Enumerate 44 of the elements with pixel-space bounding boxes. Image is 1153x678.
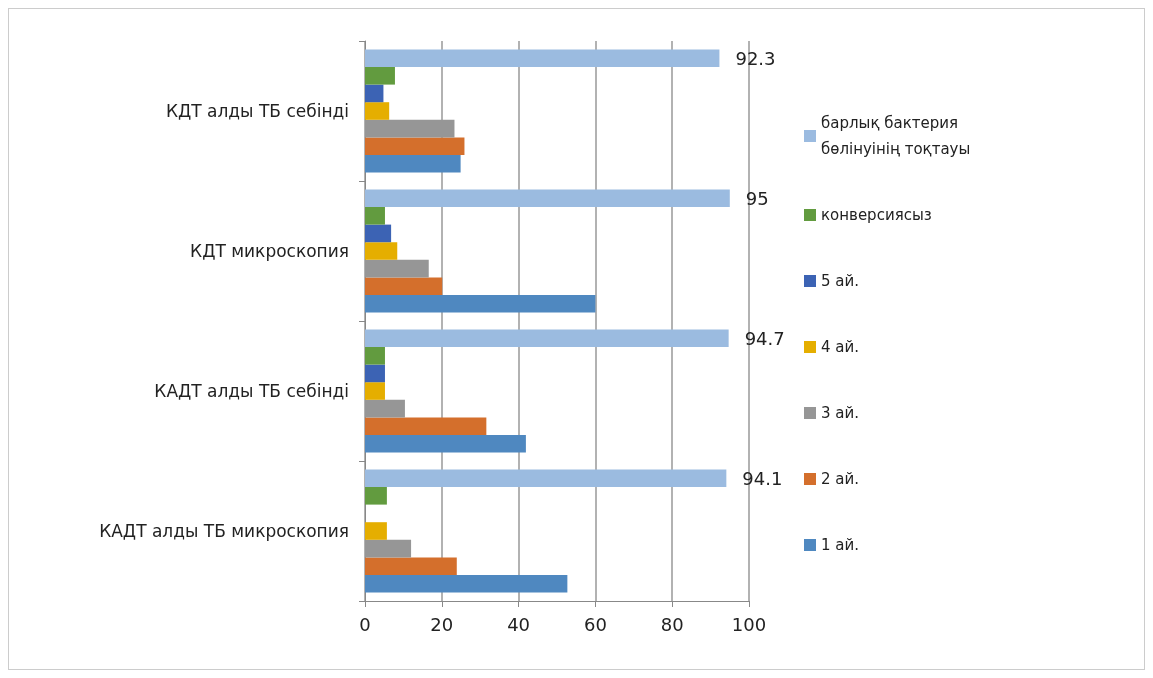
legend-label: барлық бактерия бөлінуінің тоқтауы <box>821 114 971 158</box>
bar <box>365 347 385 365</box>
legend-label: 1 ай. <box>821 536 860 554</box>
data-label: 94.1 <box>742 467 783 489</box>
bar <box>365 557 457 575</box>
bar <box>365 364 385 383</box>
y-tick-label: КДТ алды ТБ себінді <box>165 101 349 121</box>
x-tick-label: 0 <box>359 613 371 635</box>
y-tick-label: КАДТ алды ТБ себінді <box>154 381 349 401</box>
bar <box>365 207 385 225</box>
legend-label: 4 ай. <box>821 338 860 356</box>
bar <box>365 102 390 120</box>
legend-label: 5 ай. <box>821 272 860 290</box>
legend-label: 3 ай. <box>821 404 860 422</box>
bar <box>365 469 727 487</box>
bar <box>365 155 461 173</box>
bar <box>365 575 568 593</box>
y-tick-label: КДТ микроскопия <box>190 241 349 261</box>
bar <box>365 224 392 243</box>
data-label: 95 <box>745 187 769 209</box>
bar <box>365 84 384 103</box>
x-tick-label: 20 <box>430 613 454 635</box>
bar <box>365 382 385 400</box>
bar <box>365 137 465 155</box>
bar <box>365 189 730 207</box>
bar <box>365 487 387 505</box>
data-label: 92.3 <box>735 47 776 69</box>
y-tick-label: КАДТ алды ТБ микроскопия <box>99 521 349 541</box>
bar <box>365 277 443 295</box>
data-label: 94.7 <box>744 327 785 349</box>
x-tick-label: 40 <box>507 613 531 635</box>
x-tick-label: 80 <box>660 613 684 635</box>
bar <box>365 329 729 347</box>
bar <box>365 522 387 540</box>
bar <box>365 295 596 313</box>
bar <box>365 49 720 67</box>
legend-label: 2 ай. <box>821 470 860 488</box>
bar <box>365 417 487 435</box>
x-tick-label: 60 <box>583 613 607 635</box>
legend-label: конверсиясыз <box>821 206 932 224</box>
x-tick-label: 100 <box>731 613 767 635</box>
bar <box>365 67 395 85</box>
bar <box>365 242 398 260</box>
bar <box>365 435 526 453</box>
